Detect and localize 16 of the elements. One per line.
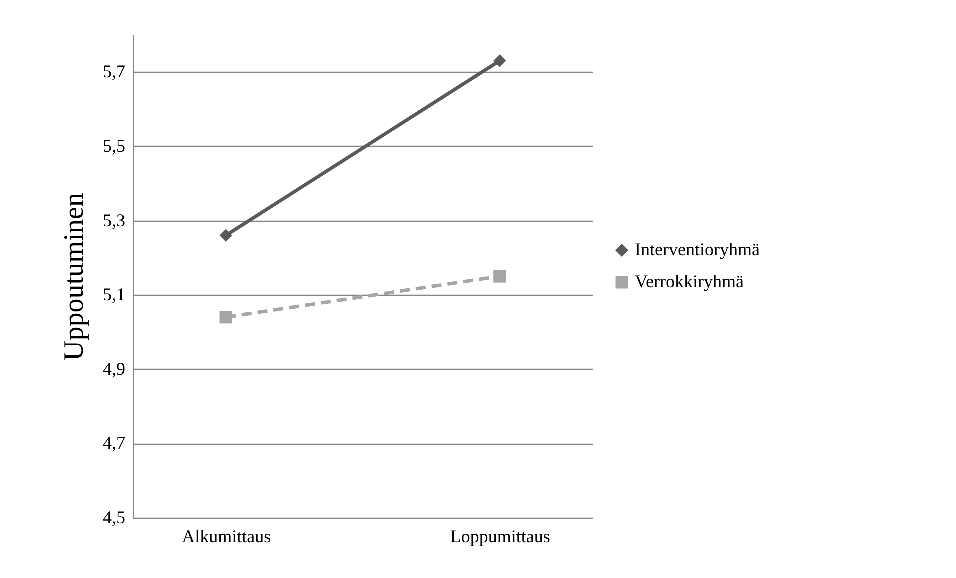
- legend-label: Verrokkiryhmä: [635, 272, 744, 292]
- y-tick-label: 4,9: [103, 358, 126, 379]
- y-tick-label: 4,7: [103, 433, 126, 454]
- x-tick-label: Alkumittaus: [182, 526, 272, 546]
- point: [494, 54, 506, 68]
- y-tick-label: 5,1: [103, 284, 126, 305]
- x-tick-label: Loppumittaus: [450, 526, 550, 546]
- point: [220, 311, 232, 324]
- y-tick-label: 4,5: [103, 508, 126, 528]
- y-axis-title: Uppoutuminen: [59, 193, 90, 361]
- y-tick-label: 5,3: [103, 210, 126, 230]
- point: [220, 229, 232, 242]
- point: [494, 270, 506, 283]
- y-tick-label: 5,5: [103, 136, 126, 156]
- legend-label: Interventioryhmä: [635, 240, 760, 260]
- y-tick-label: 5,7: [103, 62, 126, 82]
